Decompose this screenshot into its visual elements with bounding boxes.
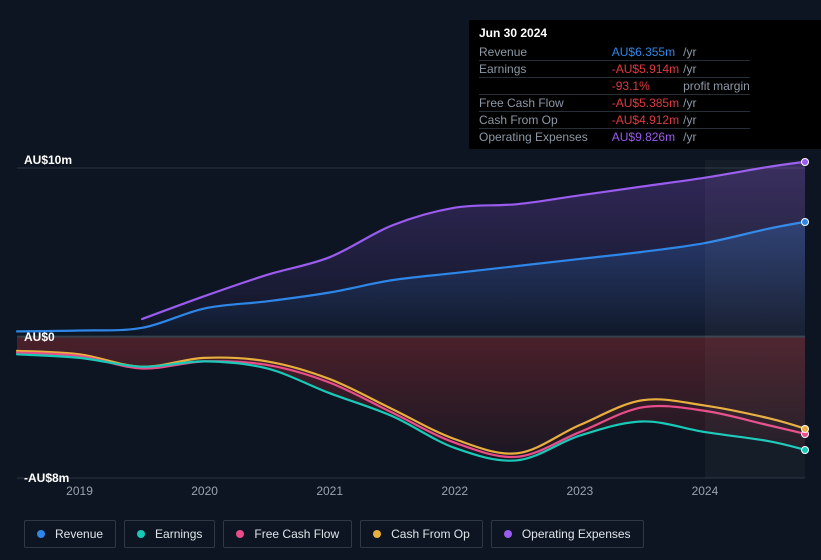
tooltip-row-value: AU$6.355m [612, 44, 679, 61]
legend-label: Cash From Op [391, 527, 470, 541]
tooltip-row-value: -AU$4.912m [612, 112, 679, 129]
tooltip-row: Earnings-AU$5.914m/yr [479, 61, 750, 78]
tooltip-row-label: Cash From Op [479, 112, 612, 129]
legend-item-free-cash-flow[interactable]: Free Cash Flow [223, 520, 352, 548]
tooltip-row-label [479, 78, 612, 95]
tooltip-row-unit: /yr [679, 44, 750, 61]
x-tick: 2019 [66, 484, 93, 498]
legend-dot [37, 530, 45, 538]
tooltip-row-unit: /yr [679, 129, 750, 146]
tooltip-row: RevenueAU$6.355m/yr [479, 44, 750, 61]
end-dot-earnings [802, 447, 808, 453]
x-tick: 2023 [566, 484, 593, 498]
tooltip-row-label: Operating Expenses [479, 129, 612, 146]
tooltip-row-unit: /yr [679, 61, 750, 78]
end-dot-revenue [802, 219, 808, 225]
end-dot-cash-from-op [802, 426, 808, 432]
tooltip-row-label: Earnings [479, 61, 612, 78]
tooltip-row-label: Revenue [479, 44, 612, 61]
tooltip-row-value: -AU$5.914m [612, 61, 679, 78]
legend-label: Free Cash Flow [254, 527, 339, 541]
tooltip-row-unit: /yr [679, 112, 750, 129]
tooltip-table: RevenueAU$6.355m/yrEarnings-AU$5.914m/yr… [479, 44, 750, 145]
end-dot-free-cash-flow [802, 431, 808, 437]
legend-item-earnings[interactable]: Earnings [124, 520, 215, 548]
tooltip-row-value: -AU$5.385m [612, 95, 679, 112]
legend-item-revenue[interactable]: Revenue [24, 520, 116, 548]
highlight-band [705, 160, 805, 478]
legend-item-cash-from-op[interactable]: Cash From Op [360, 520, 483, 548]
x-tick: 2020 [191, 484, 218, 498]
x-tick: 2021 [316, 484, 343, 498]
y-tick-zero: AU$0 [24, 330, 55, 344]
tooltip-row: Operating ExpensesAU$9.826m/yr [479, 129, 750, 146]
tooltip-row-unit: /yr [679, 95, 750, 112]
x-tick: 2022 [441, 484, 468, 498]
tooltip-row: -93.1%profit margin [479, 78, 750, 95]
legend-dot [137, 530, 145, 538]
legend-dot [504, 530, 512, 538]
chart-container: AU$10m AU$0 -AU$8m 2019 2020 2021 2022 2023 2… [0, 0, 821, 560]
legend-dot [373, 530, 381, 538]
legend: Revenue Earnings Free Cash Flow Cash From O… [24, 520, 644, 548]
legend-label: Earnings [155, 527, 202, 541]
tooltip-date: Jun 30 2024 [479, 26, 815, 40]
y-tick-top: AU$10m [24, 153, 72, 167]
legend-item-operating-expenses[interactable]: Operating Expenses [491, 520, 644, 548]
tooltip-row-value: AU$9.826m [612, 129, 679, 146]
tooltip-row: Cash From Op-AU$4.912m/yr [479, 112, 750, 129]
end-dot-operating-expenses [802, 159, 808, 165]
tooltip: Jun 30 2024 RevenueAU$6.355m/yrEarnings-… [469, 20, 821, 149]
tooltip-row-label: Free Cash Flow [479, 95, 612, 112]
x-tick: 2024 [692, 484, 719, 498]
tooltip-row-value: -93.1% [612, 78, 679, 95]
tooltip-row: Free Cash Flow-AU$5.385m/yr [479, 95, 750, 112]
legend-dot [236, 530, 244, 538]
legend-label: Operating Expenses [522, 527, 631, 541]
y-tick-bottom: -AU$8m [24, 471, 69, 485]
legend-label: Revenue [55, 527, 103, 541]
tooltip-row-unit: profit margin [679, 78, 750, 95]
